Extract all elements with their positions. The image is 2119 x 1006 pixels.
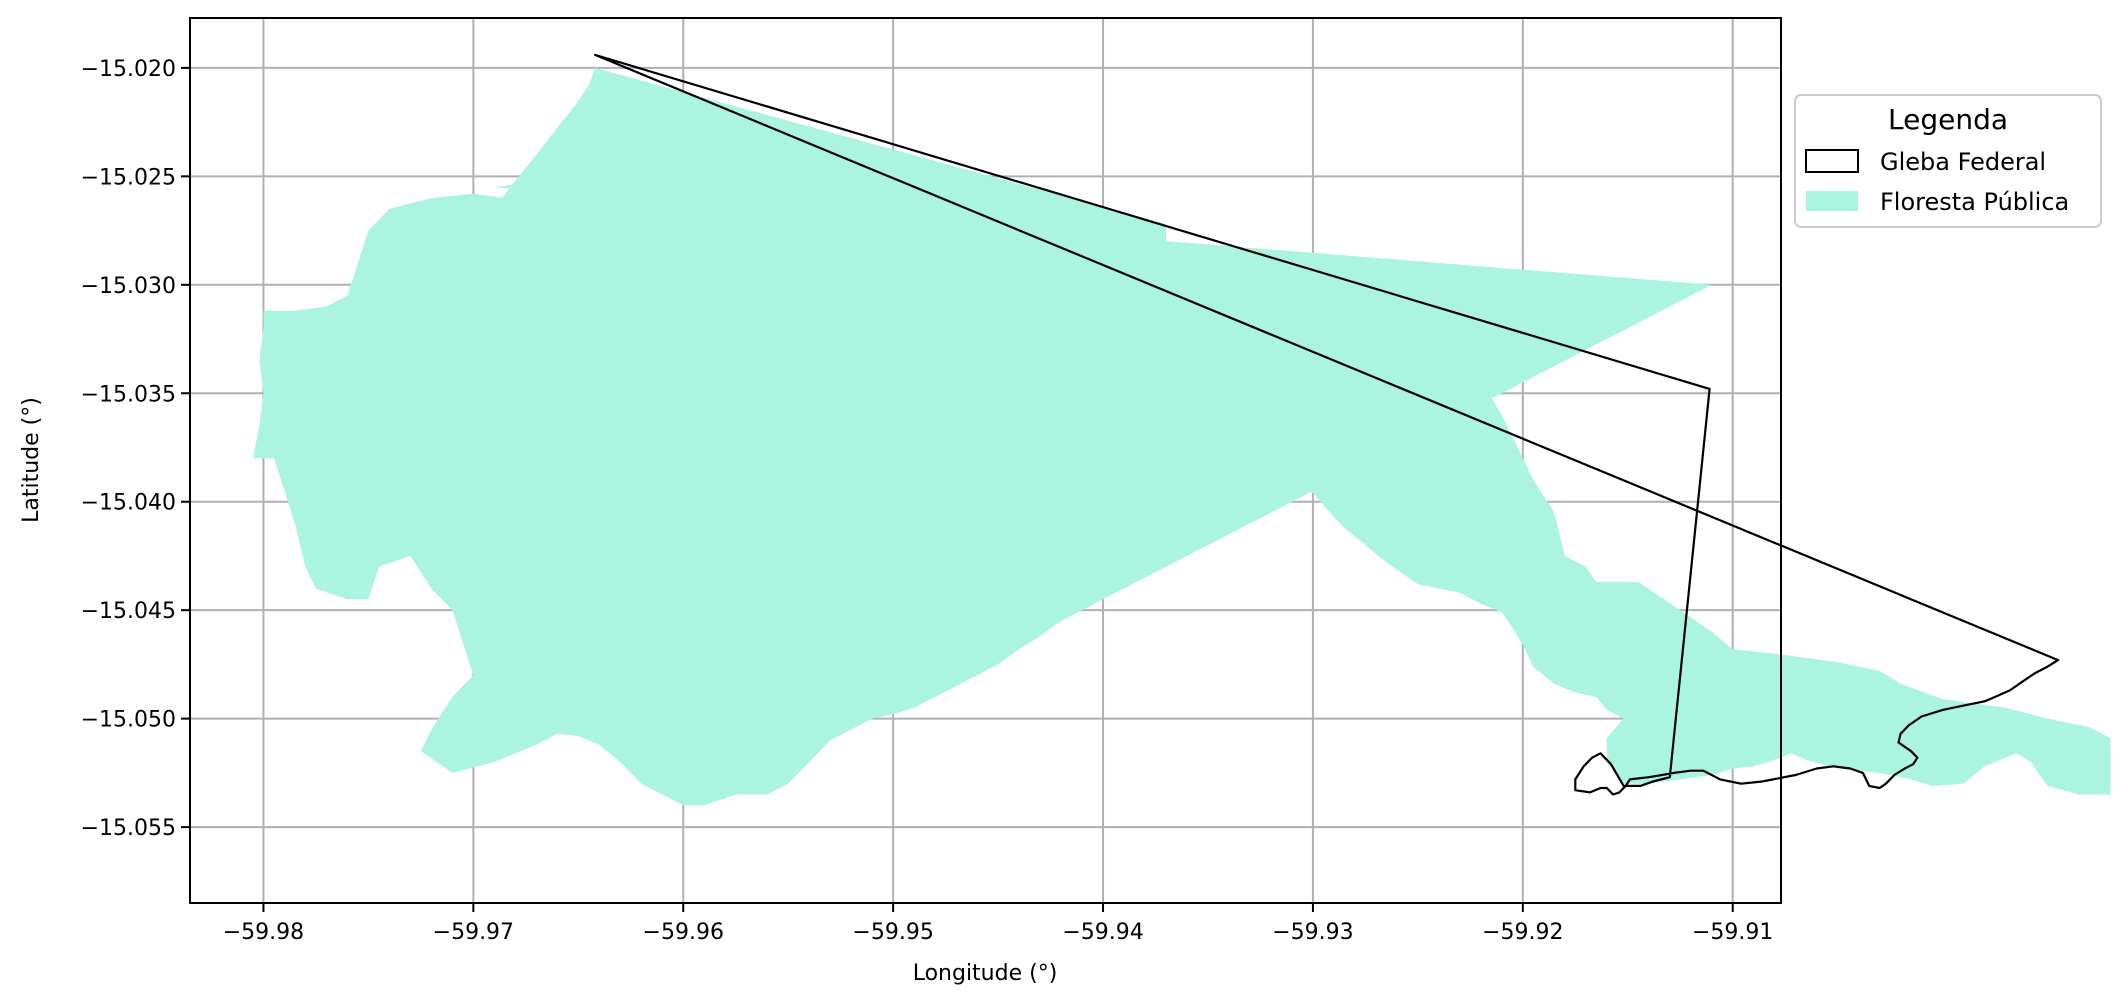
- y-tick-label-3: −15.035: [81, 382, 176, 407]
- x-tick-label-5: −59.93: [1272, 920, 1353, 945]
- y-tick-label-0: −15.020: [81, 57, 176, 82]
- floresta-polygon-1: [253, 182, 1712, 806]
- x-axis-label: Longitude (°): [913, 961, 1058, 986]
- legend-label-gleba: Gleba Federal: [1880, 148, 2046, 176]
- x-axis-ticks: −59.98 −59.97 −59.96 −59.95 −59.94 −59.93 −59.…: [223, 903, 1773, 945]
- legend-swatch-floresta: [1806, 191, 1858, 211]
- x-tick-label-4: −59.94: [1062, 920, 1143, 945]
- gleba-federal-outline: [593, 53, 2060, 796]
- plot-frame: [189, 17, 1782, 904]
- y-tick-label-4: −15.040: [81, 491, 176, 516]
- floresta-publica-layer: [253, 67, 2111, 806]
- x-tick-label-0: −59.98: [223, 920, 304, 945]
- y-tick-label-5: −15.045: [81, 599, 176, 624]
- y-axis-label: Latitude (°): [19, 397, 44, 523]
- x-tick-label-2: −59.96: [643, 920, 724, 945]
- x-tick-label-6: −59.92: [1482, 920, 1563, 945]
- gleba-federal-layer: [593, 53, 2060, 796]
- legend: Legenda Gleba Federal Floresta Pública: [1794, 94, 2102, 228]
- x-tick-label-1: −59.97: [433, 920, 514, 945]
- legend-title: Legenda: [1888, 103, 2008, 136]
- legend-label-floresta: Floresta Pública: [1880, 188, 2069, 216]
- legend-swatch-gleba: [1805, 149, 1859, 173]
- y-tick-label-1: −15.025: [81, 165, 176, 190]
- x-tick-label-7: −59.91: [1692, 920, 1773, 945]
- x-tick-label-3: −59.95: [852, 920, 933, 945]
- legend-box: [1794, 94, 2102, 228]
- y-tick-label-7: −15.055: [81, 816, 176, 841]
- y-tick-label-6: −15.050: [81, 708, 176, 733]
- y-axis-ticks: −15.020 −15.025 −15.030 −15.035 −15.040 −15.0…: [81, 57, 190, 841]
- y-tick-label-2: −15.030: [81, 274, 176, 299]
